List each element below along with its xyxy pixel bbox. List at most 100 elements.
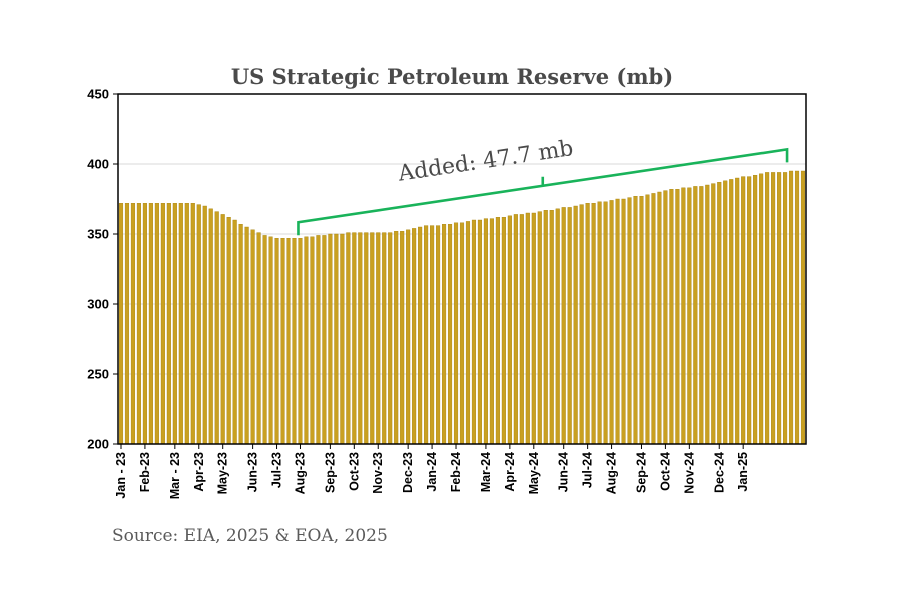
bar (274, 237, 279, 445)
bar (142, 202, 147, 445)
bar (328, 233, 333, 445)
bar (531, 212, 536, 445)
x-tick-label: Jun-24 (557, 452, 571, 492)
x-tick-label: Dec-23 (401, 452, 415, 493)
bar (609, 200, 614, 445)
bar (238, 223, 243, 445)
bar (459, 222, 465, 445)
bar (214, 211, 219, 445)
x-tick-label: Oct-24 (658, 452, 672, 491)
x-tick-label: Apr-24 (503, 452, 517, 492)
bar (304, 236, 309, 445)
bar (800, 170, 806, 445)
bar (118, 202, 124, 445)
bar (489, 218, 494, 445)
bar (741, 176, 746, 445)
bar (208, 208, 213, 445)
source-note: Source: EIA, 2025 & EOA, 2025 (112, 526, 388, 546)
x-tick-label: Sep-24 (634, 452, 648, 493)
bar (555, 208, 560, 445)
x-tick-label: Aug-24 (605, 452, 619, 494)
bar (346, 232, 351, 445)
bar (376, 232, 381, 445)
bar (735, 177, 740, 445)
x-tick-label: Jun-23 (246, 452, 260, 492)
bar (788, 170, 794, 445)
bar (699, 186, 704, 445)
bar (232, 219, 237, 445)
y-tick-label: 200 (87, 437, 109, 452)
x-tick-label: Jul-23 (270, 452, 284, 488)
bar (382, 232, 387, 445)
bar (794, 170, 800, 445)
bar (759, 173, 764, 445)
bar (244, 226, 249, 445)
y-tick-label: 400 (87, 157, 109, 172)
x-tick-label: Jul-24 (581, 452, 595, 488)
bar (501, 216, 506, 445)
x-tick-label: Feb-24 (449, 452, 463, 492)
bar (525, 212, 530, 445)
x-tick-label: Aug-23 (293, 452, 307, 494)
chart-title: US Strategic Petroleum Reserve (mb) (231, 64, 673, 89)
bar (723, 180, 728, 445)
bar (549, 209, 554, 445)
bar (130, 202, 136, 445)
bar (747, 176, 752, 445)
y-tick-label: 250 (87, 367, 109, 382)
bar (579, 204, 584, 445)
bar (639, 195, 644, 445)
bar (519, 214, 524, 445)
x-tick-label: Dec-24 (712, 452, 726, 493)
bar (424, 225, 429, 445)
bar (483, 218, 488, 445)
bar (160, 202, 165, 445)
bar (418, 226, 423, 445)
bar (406, 229, 411, 445)
bar (322, 235, 327, 445)
bar (286, 237, 291, 445)
bar (124, 202, 130, 445)
bar (771, 172, 776, 445)
bar (669, 188, 674, 445)
bar (334, 233, 339, 445)
x-tick-label: Jan-25 (736, 452, 750, 492)
bar (675, 188, 680, 445)
bar (166, 202, 171, 445)
bar (154, 202, 159, 445)
x-tick-label: Nov-23 (371, 452, 385, 494)
bar (280, 237, 285, 445)
bar (400, 230, 405, 445)
bar (364, 232, 369, 445)
bar (340, 233, 345, 445)
bar (567, 207, 572, 445)
bar (543, 209, 548, 445)
bar (585, 202, 590, 445)
x-tick-label: Oct-23 (347, 452, 361, 491)
y-axis: 200 250 300 350 400 450 (87, 87, 118, 452)
y-tick-label: 300 (87, 297, 109, 312)
bar (615, 198, 620, 445)
bar (753, 174, 758, 445)
bar (292, 237, 297, 445)
bar (591, 202, 596, 445)
bar (453, 222, 459, 445)
bar (651, 193, 656, 445)
bar (447, 223, 453, 445)
bar (316, 235, 321, 445)
bar (262, 235, 267, 445)
bars (118, 170, 806, 445)
bar (370, 232, 375, 445)
plot-frame (117, 93, 807, 445)
bar (561, 207, 566, 445)
x-tick-label: Sep-23 (323, 452, 337, 493)
bar (765, 172, 770, 445)
x-tick-label: Jan-24 (425, 452, 439, 492)
bar (394, 230, 399, 445)
bar (256, 232, 261, 445)
bar (495, 216, 500, 445)
bar (573, 205, 578, 445)
bar (663, 190, 668, 445)
bar (657, 191, 662, 445)
bar (220, 214, 225, 445)
